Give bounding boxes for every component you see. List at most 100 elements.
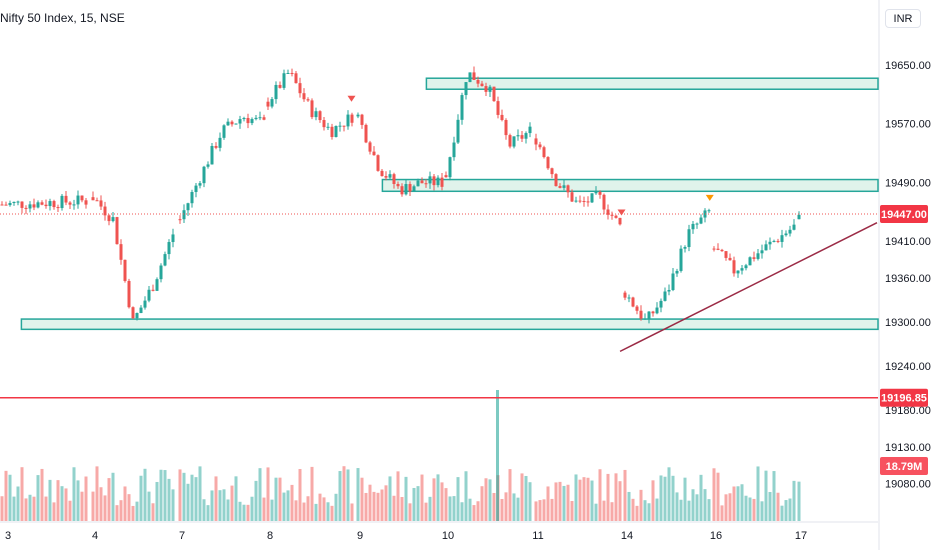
candle-body [512,136,516,147]
candle-body [566,185,570,193]
candle-body [147,289,151,301]
candle-body [84,200,88,205]
volume-bar [143,468,147,521]
volume-bar [159,469,163,521]
support-resistance-zone-2[interactable] [381,178,879,193]
candle-body [671,273,675,291]
volume-badge [880,457,928,475]
candle-body [452,142,456,158]
volume-bar [40,468,44,521]
volume-bar [72,467,76,521]
candle-body [64,195,68,203]
support-resistance-zone-1[interactable] [425,77,879,90]
candle-body [647,311,651,319]
volume-bar [444,488,448,521]
candle-body [194,185,198,193]
candle-body [590,193,594,203]
candle-body [614,215,618,218]
volume-bar [99,487,103,521]
volume-bar [12,496,16,521]
volume-bar [318,493,322,521]
volume-bar [695,494,699,521]
volume-bar [606,473,610,521]
volume-bar [534,501,538,521]
volume-bar [107,478,111,521]
candle-body [254,117,258,120]
candle-body [534,138,538,145]
candle-body [314,111,318,118]
candle-body [598,191,602,195]
candle-body [127,280,131,308]
trendline[interactable] [619,222,878,353]
candle-body [716,248,720,250]
volume-bar [562,485,566,521]
volume-bar [691,489,695,521]
candle-body [186,203,190,211]
volume-bar [214,476,218,521]
candle-body [444,175,448,178]
volume-bar [484,478,488,521]
level-price-badge [880,388,928,407]
volume-bar [334,493,338,521]
candle-body [95,200,99,202]
candle-body [606,209,610,215]
price-tick-label: 19180.00 [885,405,931,417]
candle-body [456,119,460,143]
volume-bar [171,489,175,521]
price-tick-label: 19360.00 [885,273,931,285]
volume-bar [103,495,107,521]
candle-body [667,290,671,292]
candle-body [623,292,627,298]
candle-body [788,229,792,234]
candle-body [372,151,376,156]
volume-bar [598,469,602,521]
volume-bar [683,477,687,521]
candle-body [724,251,728,258]
volume-bar [776,492,780,521]
volume-bar [488,479,492,521]
volume-bar [372,491,376,521]
candle-body [504,120,508,136]
candle-body [135,313,139,319]
candle-body [618,217,622,225]
candle-body [163,254,167,266]
candle-body [768,241,772,245]
time-tick-label: 16 [710,530,722,542]
candle-body [356,114,360,117]
candle-body [586,201,590,203]
candle-body [250,119,254,124]
candle-body [488,86,492,92]
candle-body [574,200,578,202]
candle-body [472,72,476,80]
candle-body [508,135,512,147]
candle-body [198,183,202,186]
volume-bar [492,492,496,521]
volume-bar [290,484,294,521]
candle-body [400,186,404,195]
volume-bar [480,486,484,521]
volume-bar [202,499,206,521]
candle-body [760,250,764,254]
candle-body [554,174,558,187]
volume-bar [570,501,574,521]
candle-body [258,117,262,119]
candle-body [627,297,631,299]
volume-bar [456,477,460,521]
currency-button[interactable]: INR [885,9,921,28]
price-tick-label: 19570.00 [885,119,931,131]
candle-body [756,253,760,259]
support-resistance-zone-3[interactable] [20,318,879,331]
candle-body [52,201,56,208]
volume-bar [36,475,40,521]
candle-body [440,177,444,187]
volume-bar [274,477,278,521]
volume-bar [504,492,508,521]
volume-bar [667,467,671,521]
candle-body [538,144,542,148]
volume-bar [416,486,420,521]
candle-body [360,114,364,125]
volume-bar [242,504,246,521]
volume-bar [350,503,354,521]
volume-bar [326,502,330,521]
